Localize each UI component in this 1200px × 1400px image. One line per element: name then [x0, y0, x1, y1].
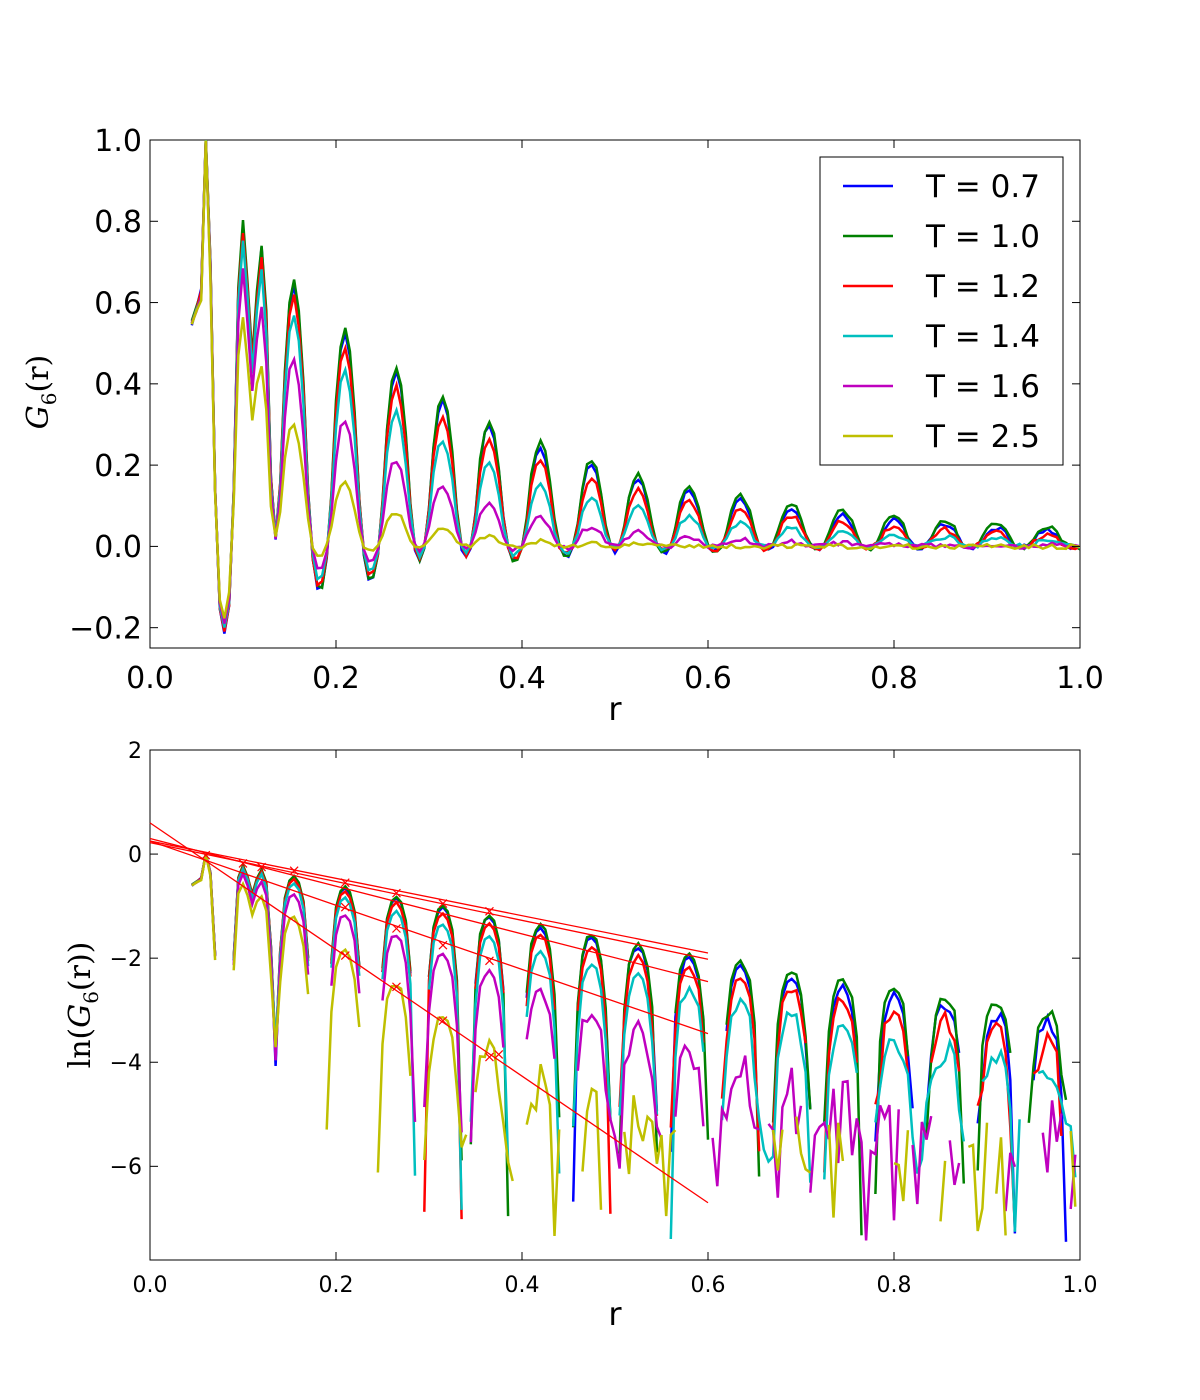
top-series-line	[190, 140, 1080, 630]
bottom-ticks: 0.0 0.2 0.4 0.6 0.8 1.0 −6 −4 −2 0 2	[110, 739, 1098, 1298]
top-series-line	[190, 140, 1080, 628]
fit-marker	[392, 982, 401, 992]
fit-marker	[485, 956, 494, 966]
fit-marker	[494, 1050, 504, 1059]
fit-marker	[289, 866, 299, 876]
fit-marker	[392, 888, 401, 898]
top-x-tick-label: 0.0	[126, 661, 174, 696]
bottom-chart-panel: 0.0 0.2 0.4 0.6 0.8 1.0 −6 −4 −2 0 2 r ln(G6(r))	[63, 739, 1098, 1333]
bottom-x-tick-label: 0.2	[319, 1273, 354, 1298]
top-y-tick-label: −0.2	[69, 611, 142, 646]
bottom-y-axis-label: ln(G6(r))	[63, 942, 103, 1069]
fit-marker	[392, 924, 401, 933]
bottom-x-tick-label: 0.4	[505, 1273, 540, 1298]
legend-entry-label: T = 1.6	[925, 369, 1040, 405]
top-y-tick-label: 0.0	[94, 530, 142, 565]
fit-marker	[438, 899, 448, 908]
bottom-series-line	[191, 853, 1077, 1237]
fit-line	[149, 822, 709, 1204]
bottom-y-tick-label: 0	[128, 843, 142, 868]
top-y-tick-label: 0.8	[94, 205, 142, 240]
bottom-x-tick-label: 0.0	[133, 1273, 168, 1298]
legend-entry-label: T = 2.5	[925, 419, 1040, 455]
fit-marker	[438, 1016, 448, 1026]
top-series-group	[190, 140, 1080, 634]
fit-line	[149, 840, 709, 954]
fit-marker	[340, 902, 350, 912]
top-y-tick-label: 0.6	[94, 286, 142, 321]
fit-marker	[438, 940, 448, 950]
legend-entry-label: T = 1.4	[925, 319, 1040, 355]
fit-line	[149, 840, 709, 1035]
legend-box	[819, 156, 1064, 466]
top-chart-panel: 0.0 0.2 0.4 0.6 0.8 1.0 −0.2 0.0 0.2 0.4 0.6 0.8 1.0…	[21, 124, 1104, 728]
fit-marker	[485, 1052, 494, 1062]
bottom-y-tick-label: −6	[110, 1155, 142, 1180]
fit-marker	[485, 906, 494, 916]
top-x-tick-label: 0.2	[312, 661, 360, 696]
bottom-plot-frame	[149, 749, 1081, 1261]
bottom-series-group	[192, 854, 1076, 1242]
legend-entry-label: T = 1.2	[925, 269, 1040, 305]
top-y-tick-label: 0.4	[94, 368, 142, 403]
bottom-fit-markers	[201, 850, 504, 1062]
fit-marker	[340, 951, 350, 960]
fit-marker	[257, 862, 267, 872]
bottom-x-tick-label: 0.6	[691, 1273, 726, 1298]
bottom-y-tick-label: −2	[110, 947, 142, 972]
bottom-fit-lines	[149, 822, 709, 1204]
bottom-y-tick-label: −4	[110, 1051, 142, 1076]
top-y-tick-label: 1.0	[94, 124, 142, 159]
legend-entry-label: T = 0.7	[925, 169, 1040, 205]
fit-marker	[238, 859, 248, 868]
bottom-x-tick-label: 0.8	[877, 1273, 912, 1298]
top-x-tick-label: 0.8	[870, 661, 918, 696]
top-series-line	[190, 140, 1080, 624]
top-x-axis-label: r	[608, 690, 622, 728]
top-y-tick-label: 0.2	[94, 449, 142, 484]
top-ticks: 0.0 0.2 0.4 0.6 0.8 1.0 −0.2 0.0 0.2 0.4 0.6 0.8 1.0	[69, 124, 1104, 696]
fit-marker	[340, 878, 350, 888]
legend-entry-label: T = 1.0	[925, 219, 1040, 255]
top-legend: T = 0.7 T = 1.0 T = 1.2 T = 1.4 T = 1.6 T = 2…	[819, 156, 1064, 466]
top-x-tick-label: 0.4	[498, 661, 546, 696]
top-series-line	[190, 140, 1080, 632]
bottom-x-axis-label: r	[608, 1295, 622, 1333]
fit-line	[149, 837, 709, 983]
fit-marker	[201, 850, 211, 860]
bottom-x-tick-label: 1.0	[1063, 1273, 1098, 1298]
top-y-axis-label: G6(r)	[21, 355, 61, 429]
top-x-tick-label: 1.0	[1056, 661, 1104, 696]
top-series-line	[190, 140, 1080, 619]
bottom-y-tick-label: 2	[128, 739, 142, 764]
top-x-tick-label: 0.6	[684, 661, 732, 696]
